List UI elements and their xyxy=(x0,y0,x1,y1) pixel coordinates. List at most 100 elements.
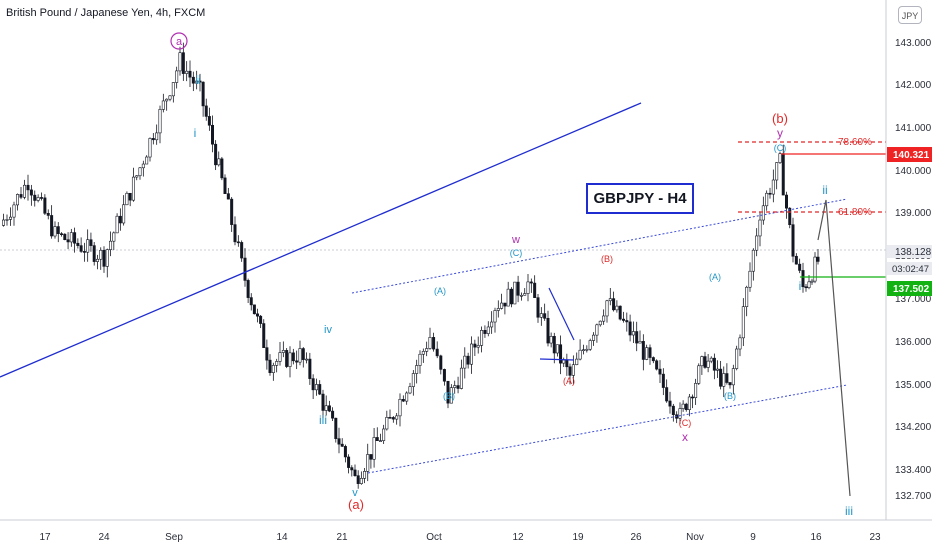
candle-body xyxy=(395,415,399,420)
candle-body xyxy=(29,189,33,196)
candle-body xyxy=(651,357,655,362)
time-tick-label: Nov xyxy=(686,532,704,543)
wave-label-y: y xyxy=(777,126,783,140)
candle-body xyxy=(775,162,779,181)
candle-body xyxy=(741,306,745,339)
candle-body xyxy=(305,358,309,361)
high-price-value: 140.321 xyxy=(893,150,930,161)
candle-body xyxy=(391,417,395,420)
wave-label-A2: (A) xyxy=(563,376,575,386)
low-price-value: 137.502 xyxy=(893,284,930,295)
candle-body xyxy=(405,392,409,402)
candle-body xyxy=(543,313,547,319)
candle-body xyxy=(366,454,370,472)
candle-body xyxy=(668,400,672,407)
candle-body xyxy=(641,341,645,360)
candle-body xyxy=(382,428,386,441)
candle-body xyxy=(337,438,341,445)
candle-body xyxy=(178,52,182,72)
wave-label-B1: (B) xyxy=(443,391,455,401)
candle-body xyxy=(536,297,540,318)
candle-body xyxy=(810,280,814,283)
candle-body xyxy=(761,205,765,221)
time-tick-label: 24 xyxy=(98,532,110,543)
candle-body xyxy=(207,116,211,126)
candle-body xyxy=(503,302,507,307)
candle-body xyxy=(697,365,701,384)
price-tick-label: 136.000 xyxy=(895,337,932,348)
candle-body xyxy=(681,403,685,409)
candle-body xyxy=(592,334,596,341)
wave-label-ii-right: ii xyxy=(822,183,827,197)
candle-body xyxy=(533,282,537,298)
trendline[interactable] xyxy=(0,102,642,378)
candle-body xyxy=(109,240,113,250)
current-price-tag xyxy=(887,245,932,258)
candle-body xyxy=(236,241,240,244)
wave-label-x: x xyxy=(682,430,688,444)
candle-body xyxy=(168,95,172,100)
candle-body xyxy=(115,215,119,234)
candle-body xyxy=(608,298,612,302)
candle-body xyxy=(588,340,592,350)
candle-body xyxy=(523,293,527,296)
candle-body xyxy=(784,194,788,209)
candle-body xyxy=(728,382,732,386)
price-tick-label: 140.000 xyxy=(895,166,932,177)
currency-button[interactable]: JPY xyxy=(898,6,922,24)
candle-body xyxy=(703,356,707,368)
wave-label-C2: (C) xyxy=(679,418,692,428)
time-tick-label: Sep xyxy=(165,532,183,543)
candle-body xyxy=(278,352,282,362)
candle-body xyxy=(9,216,13,220)
candle-body xyxy=(778,153,782,163)
candle-body xyxy=(771,179,775,195)
candle-body xyxy=(262,323,266,348)
price-tick-label: 137.000 xyxy=(895,294,932,305)
candle-body xyxy=(99,249,103,260)
candle-body xyxy=(598,320,602,326)
candle-body xyxy=(665,387,669,402)
candle-body xyxy=(308,358,312,379)
price-tick-label: 135.000 xyxy=(895,380,932,391)
candle-body xyxy=(288,352,292,367)
current-price-value: 138.128 xyxy=(895,247,932,258)
price-tick-label: 141.000 xyxy=(895,123,932,134)
candle-body xyxy=(314,384,318,391)
channel-lower-line[interactable] xyxy=(367,384,848,474)
candle-body xyxy=(249,297,253,306)
candle-body xyxy=(155,132,159,141)
candle-body xyxy=(223,177,227,194)
candle-body xyxy=(252,304,256,315)
candle-body xyxy=(745,286,749,307)
time-tick-label: 21 xyxy=(336,532,348,543)
candle-body xyxy=(185,70,189,74)
candle-body xyxy=(678,408,682,419)
candle-body xyxy=(751,249,755,272)
candle-body xyxy=(19,194,23,198)
candle-body xyxy=(509,288,513,305)
candle-body xyxy=(188,70,192,78)
price-tick-label: 143.000 xyxy=(895,38,932,49)
price-tick-label: 132.700 xyxy=(895,491,932,502)
candle-body xyxy=(347,456,351,468)
candle-body xyxy=(791,224,795,257)
candle-body xyxy=(181,52,185,74)
time-axis[interactable]: 17 24 Sep 14 21 Oct 12 19 26 Nov 9 16 23 xyxy=(39,532,881,543)
candle-body xyxy=(125,192,129,206)
candle-body xyxy=(233,224,237,243)
candle-body xyxy=(500,302,504,309)
candle-body xyxy=(706,360,710,368)
candle-body xyxy=(671,405,675,416)
candle-body xyxy=(648,347,652,358)
wave-label-ii-top: ii xyxy=(195,73,200,87)
candle-body xyxy=(565,359,569,368)
candle-body xyxy=(476,345,480,348)
candle-body xyxy=(408,386,412,394)
candle-body xyxy=(794,255,798,265)
candle-body xyxy=(425,348,429,352)
candle-body xyxy=(131,176,135,201)
